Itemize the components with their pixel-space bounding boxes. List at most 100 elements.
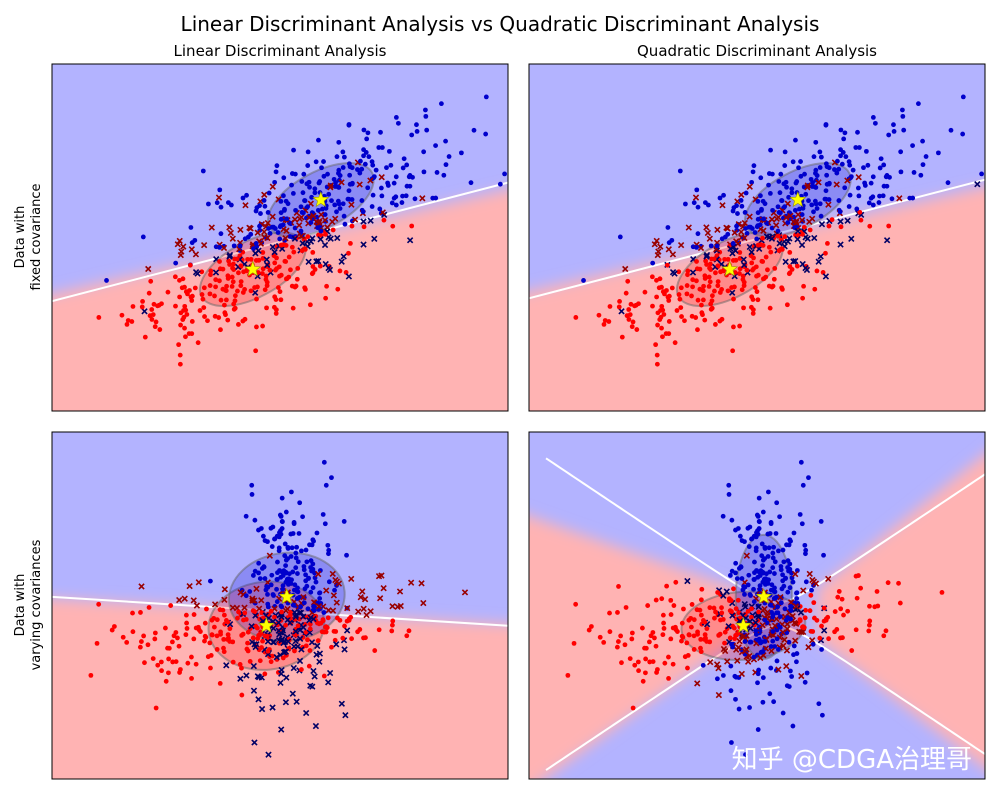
point-class0 (152, 630, 158, 636)
point-class0 (321, 673, 327, 679)
misclassified-point-class1 (314, 642, 321, 650)
point-class0 (321, 629, 327, 635)
point-class1 (317, 590, 323, 596)
point-class1 (189, 240, 195, 246)
point-class0 (268, 659, 274, 665)
point-class1 (322, 212, 328, 217)
misclassified-point-class0 (355, 608, 362, 615)
point-class0 (149, 307, 155, 312)
point-class0 (679, 314, 684, 319)
point-class1 (340, 201, 346, 207)
point-class1 (758, 193, 763, 199)
point-class1 (691, 200, 697, 206)
point-class1 (803, 551, 808, 557)
misclassified-point-class0 (655, 248, 662, 255)
point-class0 (316, 232, 321, 238)
point-class1 (767, 691, 773, 697)
point-class0 (186, 331, 192, 336)
point-class1 (920, 138, 925, 144)
point-class0 (222, 310, 228, 316)
point-class0 (138, 610, 143, 615)
misclassified-point-class1 (313, 651, 320, 658)
point-class0 (633, 302, 639, 308)
misclassified-point-class0 (253, 585, 260, 592)
point-class1 (253, 241, 259, 246)
point-class1 (754, 224, 760, 230)
misclassified-point-class0 (331, 215, 339, 222)
point-class0 (722, 640, 727, 646)
point-class0 (158, 659, 164, 665)
point-class1 (274, 163, 280, 169)
point-class1 (271, 224, 276, 230)
point-class0 (236, 270, 241, 276)
point-class0 (654, 294, 660, 300)
point-class0 (719, 610, 725, 616)
point-class1 (824, 172, 830, 178)
misclassified-point-class0 (764, 612, 771, 619)
misclassified-point-class1 (243, 672, 250, 679)
point-class0 (867, 603, 872, 609)
misclassified-point-class0 (798, 628, 805, 636)
point-class0 (173, 303, 178, 309)
point-class1 (287, 234, 293, 239)
point-class1 (752, 559, 757, 565)
point-class0 (671, 603, 677, 608)
point-class0 (654, 352, 660, 358)
point-class1 (756, 638, 761, 643)
point-class0 (265, 648, 271, 654)
point-class0 (787, 250, 793, 255)
point-class1 (758, 650, 764, 655)
point-class0 (619, 660, 624, 666)
misclassified-point-class1 (300, 624, 307, 631)
point-class1 (247, 589, 253, 594)
point-class0 (597, 634, 603, 640)
misclassified-point-class1 (727, 245, 734, 252)
point-class0 (695, 629, 700, 635)
point-class1 (325, 542, 331, 548)
point-class0 (208, 665, 213, 671)
point-class1 (756, 519, 762, 524)
point-class1 (762, 556, 768, 561)
point-class1 (749, 536, 755, 542)
point-class1 (786, 639, 792, 645)
misclassified-point-class1 (278, 726, 285, 733)
point-class1 (217, 187, 223, 193)
misclassified-point-class1 (883, 237, 891, 244)
mean-star-class1 (789, 191, 807, 208)
point-class1 (414, 128, 420, 134)
point-class1 (772, 559, 778, 565)
point-class1 (748, 224, 753, 230)
misclassified-point-class0 (317, 211, 325, 218)
point-class1 (317, 179, 323, 184)
point-class0 (185, 660, 191, 666)
point-class1 (810, 179, 816, 185)
point-class1 (736, 706, 742, 712)
point-class0 (254, 296, 259, 302)
mean-star-class1 (312, 191, 330, 208)
point-class1 (855, 129, 860, 135)
point-class0 (617, 299, 622, 304)
point-class1 (277, 236, 283, 242)
decision-boundary (52, 181, 508, 303)
point-class0 (616, 584, 621, 589)
misclassified-point-class0 (360, 605, 367, 612)
point-class1 (315, 225, 321, 231)
point-class0 (302, 621, 308, 627)
point-class1 (837, 209, 843, 215)
misclassified-point-class0 (389, 603, 396, 610)
point-class0 (731, 586, 736, 592)
point-class0 (656, 285, 662, 291)
point-class1 (296, 531, 302, 536)
point-class0 (189, 654, 194, 660)
point-class1 (309, 194, 315, 200)
misclassified-point-class0 (419, 195, 426, 202)
point-class0 (636, 668, 641, 674)
point-class1 (483, 94, 489, 100)
point-class1 (403, 193, 409, 199)
point-class1 (743, 226, 748, 231)
misclassified-point-class1 (844, 217, 851, 224)
point-class0 (276, 264, 282, 270)
misclassified-point-class1 (671, 270, 678, 277)
point-class0 (337, 268, 343, 274)
misclassified-point-class1 (293, 698, 300, 705)
